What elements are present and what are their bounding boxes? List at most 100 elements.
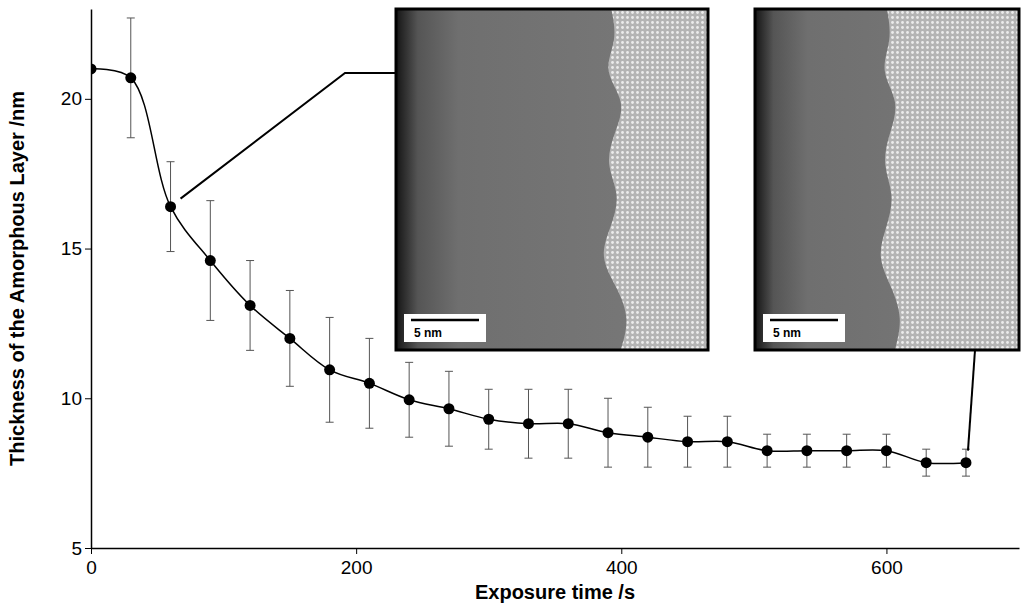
scale-bar-label: 5 nm: [414, 326, 442, 340]
error-bar-cap: [326, 317, 334, 318]
inset-background: [396, 9, 708, 350]
error-bar-cap: [365, 338, 373, 339]
error-bar-cap: [206, 200, 214, 201]
scale-bar-label: 5 nm: [773, 326, 801, 340]
error-bar-cap: [843, 434, 851, 435]
error-bar-cap: [405, 437, 413, 438]
y-tick-mark: [85, 249, 91, 250]
y-tick: 5: [71, 538, 91, 559]
x-tick: 600: [871, 548, 903, 578]
error-bar-cap: [445, 371, 453, 372]
x-axis: 0 200 400 600: [86, 548, 1019, 578]
leader-line: [181, 73, 396, 199]
y-tick: 10: [61, 388, 91, 409]
error-bar-cap: [882, 467, 890, 468]
y-tick-label: 20: [61, 88, 82, 109]
error-bar-cap: [803, 434, 811, 435]
y-tick: 20: [61, 88, 91, 109]
error-bar-cap: [723, 416, 731, 417]
error-bar-cap: [405, 362, 413, 363]
data-point: [205, 255, 216, 266]
data-point: [125, 72, 136, 83]
error-bar-cap: [604, 398, 612, 399]
leader-line: [968, 350, 975, 451]
error-bar-cap: [524, 389, 532, 390]
data-point: [523, 418, 534, 429]
error-bar-cap: [723, 467, 731, 468]
inset-frame: [755, 9, 1019, 350]
scale-bar-box: [404, 314, 486, 342]
x-axis-line: [92, 548, 1020, 550]
y-tick-label: 15: [61, 238, 82, 259]
inset-image: 5 nm: [396, 9, 708, 350]
scale-bar: [770, 319, 838, 322]
y-tick-mark: [85, 548, 91, 549]
x-tick-mark: [356, 548, 357, 554]
error-bar-cap: [206, 320, 214, 321]
data-point: [960, 457, 971, 468]
data-point: [165, 201, 176, 212]
error-bar-cap: [882, 434, 890, 435]
inset-background: [755, 9, 1019, 350]
x-tick-mark: [886, 548, 887, 554]
chart: 02004006005101520Exposure time /sThickne…: [0, 0, 1025, 610]
y-axis-line: [91, 10, 93, 549]
inset-crystal: [604, 9, 708, 350]
error-bar-cap: [564, 389, 572, 390]
error-bar-cap: [803, 467, 811, 468]
error-bar-cap: [922, 449, 930, 450]
error-bar-cap: [485, 449, 493, 450]
data-point: [841, 445, 852, 456]
error-bar-cap: [167, 251, 175, 252]
x-tick-label: 200: [341, 557, 373, 578]
error-bar-cap: [922, 476, 930, 477]
data-point: [364, 378, 375, 389]
y-tick-mark: [85, 398, 91, 399]
error-bar-cap: [763, 467, 771, 468]
x-tick-mark: [91, 548, 92, 554]
error-bar-cap: [326, 422, 334, 423]
data-point: [443, 403, 454, 414]
data-point: [324, 364, 335, 375]
error-bar-cap: [684, 416, 692, 417]
inset-crystal: [881, 9, 1019, 350]
y-tick-mark: [85, 99, 91, 100]
x-tick-label: 400: [606, 557, 638, 578]
x-tick: 400: [606, 548, 638, 578]
error-bar-cap: [962, 476, 970, 477]
data-point: [404, 394, 415, 405]
x-axis-title: Exposure time /s: [475, 581, 635, 603]
error-bar-cap: [843, 467, 851, 468]
y-axis: 5 10 15 20: [61, 10, 92, 559]
error-bar-cap: [127, 137, 135, 138]
data-point: [682, 436, 693, 447]
error-bar-cap: [365, 428, 373, 429]
inset-frame: [396, 9, 708, 350]
x-tick: 0: [86, 548, 97, 578]
data-point: [603, 427, 614, 438]
scale-bar: [411, 319, 479, 322]
data-point: [801, 445, 812, 456]
error-bar-cap: [286, 386, 294, 387]
error-bar-cap: [524, 458, 532, 459]
error-bar-cap: [684, 467, 692, 468]
data-point: [762, 445, 773, 456]
error-bar-cap: [763, 434, 771, 435]
data-point: [284, 333, 295, 344]
error-bar-cap: [127, 17, 135, 18]
error-bar-cap: [246, 260, 254, 261]
data-point: [921, 457, 932, 468]
error-bar-cap: [604, 467, 612, 468]
error-bar-cap: [246, 350, 254, 351]
x-tick-label: 600: [871, 557, 903, 578]
data-point: [91, 63, 97, 74]
x-tick: 200: [341, 548, 373, 578]
y-tick-label: 5: [71, 538, 82, 559]
data-point: [881, 445, 892, 456]
error-bar-cap: [644, 467, 652, 468]
error-bar-cap: [167, 161, 175, 162]
error-bar-cap: [564, 458, 572, 459]
inset-image: 5 nm: [755, 9, 1019, 350]
data-point: [563, 418, 574, 429]
data-point: [245, 300, 256, 311]
